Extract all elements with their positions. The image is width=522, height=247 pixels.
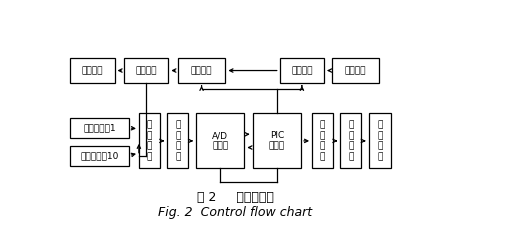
- Text: 报警电路: 报警电路: [81, 66, 103, 75]
- Text: 执
行
机
构: 执 行 机 构: [377, 121, 383, 161]
- Bar: [70, 118, 129, 138]
- Text: 图 2     控制流程图: 图 2 控制流程图: [197, 191, 274, 205]
- Bar: [139, 113, 160, 168]
- Bar: [167, 113, 188, 168]
- Text: A/D
转换器: A/D 转换器: [212, 131, 228, 151]
- Bar: [333, 58, 379, 83]
- Text: 显示电路: 显示电路: [135, 66, 157, 75]
- Text: 称重传感器10: 称重传感器10: [80, 151, 118, 160]
- Bar: [312, 113, 333, 168]
- Bar: [340, 113, 361, 168]
- Text: 多
路
开
关: 多 路 开 关: [147, 121, 152, 161]
- Bar: [280, 58, 324, 83]
- Text: 驱
动
电
源: 驱 动 电 源: [320, 121, 325, 161]
- Text: Fig. 2  Control flow chart: Fig. 2 Control flow chart: [158, 206, 312, 219]
- Bar: [196, 113, 244, 168]
- Bar: [369, 113, 391, 168]
- Text: 光电隔离: 光电隔离: [291, 66, 313, 75]
- Text: 步
进
电
机: 步 进 电 机: [348, 121, 353, 161]
- Text: 放
大
电
路: 放 大 电 路: [175, 121, 181, 161]
- Bar: [253, 113, 301, 168]
- Bar: [70, 58, 115, 83]
- Text: 触摸键盘: 触摸键盘: [191, 66, 212, 75]
- Bar: [70, 146, 129, 166]
- Text: 状态开关: 状态开关: [345, 66, 366, 75]
- Bar: [177, 58, 226, 83]
- Text: PIC
单片机: PIC 单片机: [269, 131, 285, 151]
- Text: 称重传感器1: 称重传感器1: [83, 124, 116, 133]
- Bar: [124, 58, 169, 83]
